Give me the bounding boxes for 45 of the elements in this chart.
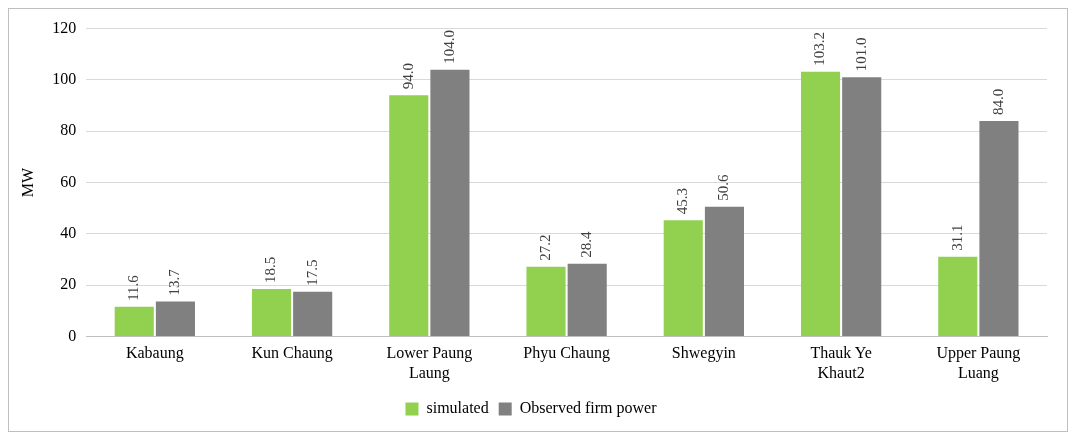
y-tick-label: 0	[68, 326, 77, 344]
data-label: 94.0	[399, 63, 416, 90]
bar	[430, 69, 470, 337]
bar	[842, 77, 882, 337]
data-label: 104.0	[440, 29, 457, 64]
x-tick-label: Lower Paung Laung	[386, 344, 473, 382]
bar	[293, 291, 333, 337]
x-tick-label: Phyu Chaung	[523, 344, 610, 363]
y-axis-title: MW	[18, 167, 36, 198]
data-label: 45.3	[674, 188, 691, 215]
bar	[389, 95, 429, 337]
data-label: 11.6	[125, 274, 142, 301]
y-tick-label: 20	[60, 275, 77, 293]
bar	[251, 289, 292, 337]
data-label: 28.4	[578, 230, 595, 258]
y-tick-label: 80	[60, 121, 77, 139]
y-tick-label: 40	[60, 224, 77, 242]
data-label: 13.7	[166, 268, 183, 296]
bar	[938, 256, 978, 337]
data-label: 31.1	[948, 224, 965, 251]
bar	[979, 121, 1019, 337]
bar	[663, 220, 703, 337]
x-tick-label: Shwegyin	[671, 344, 736, 363]
bar	[114, 306, 154, 337]
data-label: 17.5	[303, 259, 320, 286]
bar	[567, 263, 607, 337]
data-label: 50.6	[715, 173, 732, 201]
legend-label: Observed firm power	[519, 399, 658, 418]
x-tick-label: Kun Chaung	[251, 344, 333, 363]
x-tick-label: Thauk Ye Khaut2	[810, 344, 872, 381]
data-label: 84.0	[989, 88, 1006, 115]
bar	[155, 301, 195, 337]
data-label: 101.0	[852, 37, 869, 72]
data-label: 103.2	[811, 31, 828, 66]
x-tick-label: Kabaung	[125, 344, 184, 363]
x-tick-label: Upper Paung Luang	[936, 344, 1021, 382]
y-tick-label: 100	[52, 70, 77, 88]
y-tick-label: 60	[60, 172, 77, 190]
bar	[800, 71, 841, 337]
data-label: 18.5	[262, 256, 279, 284]
data-label: 27.2	[536, 234, 553, 261]
y-tick-label: 120	[52, 18, 77, 36]
bar	[704, 206, 745, 337]
bar	[526, 266, 566, 337]
legend-label: simulated	[426, 399, 489, 417]
